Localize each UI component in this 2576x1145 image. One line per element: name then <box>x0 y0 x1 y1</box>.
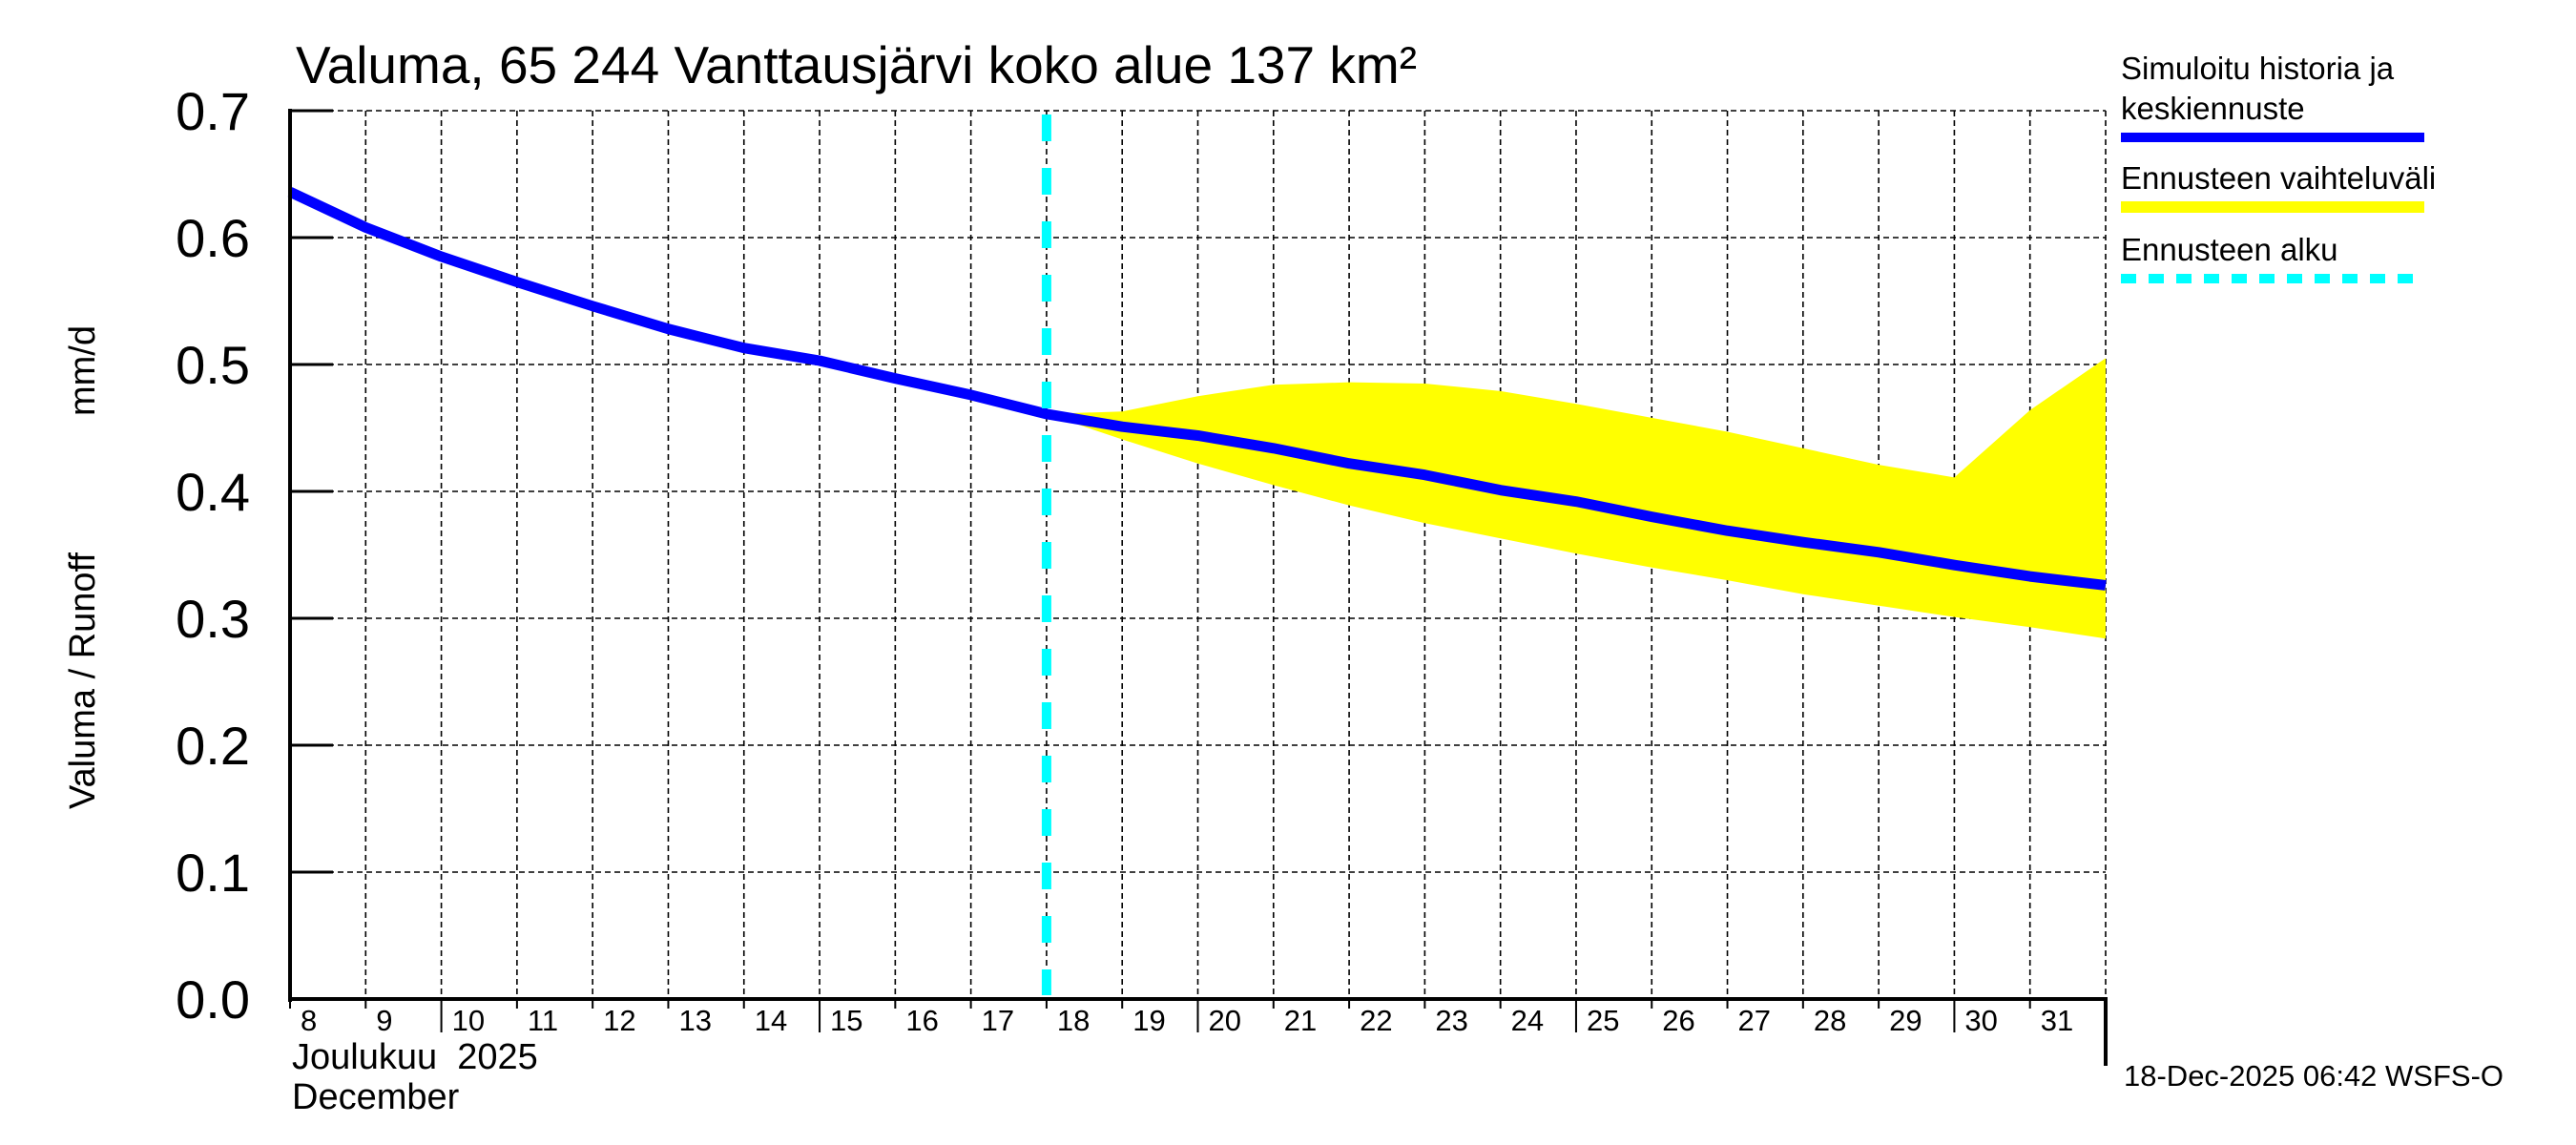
y-tick-label: 0.6 <box>176 208 250 268</box>
x-axis-month-label-en: December <box>292 1077 460 1117</box>
x-tick-label: 18 <box>1057 1004 1090 1037</box>
y-tick-label: 0.1 <box>176 843 250 903</box>
y-tick-label: 0.3 <box>176 589 250 649</box>
legend-swatch-range <box>2121 201 2424 213</box>
x-tick-label: 24 <box>1511 1004 1544 1037</box>
x-tick-label: 9 <box>376 1004 392 1037</box>
y-axis-label: Valuma / Runoff <box>63 552 103 809</box>
grid-lines <box>290 110 2107 999</box>
x-tick-label: 20 <box>1209 1004 1241 1037</box>
simulated-history-line <box>287 187 2107 591</box>
y-axis-unit-label: mm/d <box>63 325 103 416</box>
legend-label-forecast-start: Ennusteen alku <box>2121 232 2338 267</box>
x-tick-label: 27 <box>1738 1004 1771 1037</box>
x-tick-label: 21 <box>1284 1004 1317 1037</box>
timestamp-footer: 18-Dec-2025 06:42 WSFS-O <box>2124 1059 2503 1093</box>
simulated-series-line <box>287 187 2107 591</box>
x-tick-label: 23 <box>1435 1004 1467 1037</box>
legend: Simuloitu historia ja keskiennuste Ennus… <box>2121 51 2436 283</box>
x-axis-month-label: Joulukuu 2025 <box>292 1037 538 1077</box>
legend-label-range: Ennusteen vaihteluväli <box>2121 160 2436 196</box>
y-tick-label: 0.7 <box>176 81 250 141</box>
x-tick-label: 13 <box>678 1004 711 1037</box>
x-tick-label: 11 <box>528 1004 558 1037</box>
x-tick-label: 29 <box>1889 1004 1922 1037</box>
y-tick-labels: 0.0 0.1 0.2 0.3 0.4 0.5 0.6 0.7 <box>176 81 250 1030</box>
y-tick-label: 0.4 <box>176 462 250 522</box>
x-tick-label: 22 <box>1360 1004 1392 1037</box>
x-tick-label: 28 <box>1814 1004 1846 1037</box>
x-tick-label: 12 <box>603 1004 635 1037</box>
x-tick-label: 26 <box>1662 1004 1694 1037</box>
chart-title: Valuma, 65 244 Vanttausjärvi koko alue 1… <box>296 35 1417 94</box>
legend-swatch-simulated <box>2121 133 2424 142</box>
x-tick-label: 25 <box>1587 1004 1619 1037</box>
y-tick-label: 0.2 <box>176 716 250 776</box>
legend-label-simulated-1: Simuloitu historia ja <box>2121 51 2395 86</box>
y-tick-label: 0.5 <box>176 335 250 395</box>
x-tick-label: 8 <box>301 1004 317 1037</box>
x-tick-label: 31 <box>2041 1004 2073 1037</box>
x-tick-label: 16 <box>905 1004 938 1037</box>
y-tick-label: 0.0 <box>176 969 250 1030</box>
legend-label-simulated-2: keskiennuste <box>2121 91 2305 126</box>
x-tick-label: 10 <box>452 1004 485 1037</box>
axes <box>288 109 2108 1066</box>
x-tick-label: 30 <box>1964 1004 1997 1037</box>
x-tick-label: 15 <box>830 1004 862 1037</box>
x-tick-label: 14 <box>755 1004 787 1037</box>
x-tick-labels: 8 9 10 11 12 13 14 15 16 17 18 19 20 21 22 23 24 25 26 27 28… <box>301 1004 2073 1037</box>
x-tick-label: 19 <box>1132 1004 1165 1037</box>
x-tick-label: 17 <box>982 1004 1014 1037</box>
